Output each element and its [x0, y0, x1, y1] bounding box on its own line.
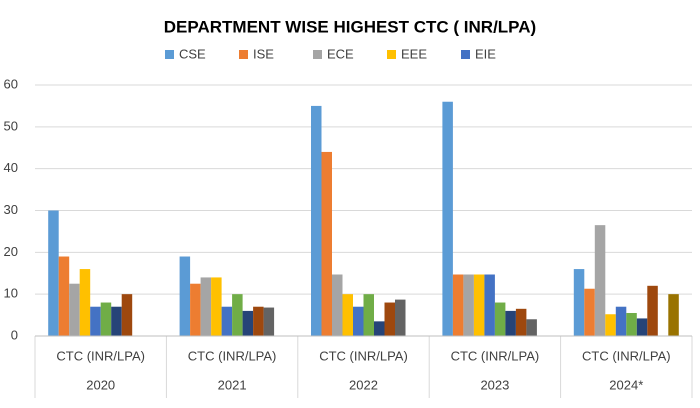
bar	[211, 277, 222, 336]
x-subcategory-label: CTC (INR/LPA)	[319, 348, 408, 363]
y-tick-label: 40	[4, 160, 18, 175]
bar	[594, 225, 606, 336]
bar	[200, 277, 212, 336]
y-tick-label: 50	[4, 118, 18, 133]
bar	[573, 269, 585, 336]
bar	[395, 299, 406, 336]
bar	[505, 310, 516, 336]
legend-label: ISE	[253, 46, 274, 61]
legend-swatch	[239, 50, 248, 59]
bar	[190, 283, 201, 336]
bar	[384, 302, 395, 336]
y-tick-label: 10	[4, 286, 18, 301]
bar	[353, 306, 364, 336]
bar	[363, 294, 374, 336]
bar	[58, 256, 70, 336]
y-tick-label: 0	[11, 327, 18, 342]
legend-label: CSE	[179, 46, 206, 61]
bar	[311, 105, 322, 337]
legend-label: EEE	[401, 46, 427, 61]
bar	[374, 321, 385, 336]
legend-label: ECE	[327, 46, 354, 61]
x-category-label: 2021	[218, 377, 247, 392]
bar	[636, 318, 648, 336]
bar	[242, 310, 254, 336]
legend-swatch	[461, 50, 470, 59]
x-subcategory-label: CTC (INR/LPA)	[56, 348, 145, 363]
bar	[442, 101, 453, 336]
x-category-label: 2023	[480, 377, 509, 392]
bar	[494, 302, 506, 336]
x-subcategory-label: CTC (INR/LPA)	[188, 348, 277, 363]
chart-title: DEPARTMENT WISE HIGHEST CTC ( INR/LPA)	[164, 17, 536, 36]
bar	[332, 274, 343, 336]
bar	[121, 294, 133, 336]
legend-label: EIE	[475, 46, 496, 61]
bar	[321, 151, 332, 336]
bar	[111, 306, 122, 336]
bar	[515, 308, 527, 336]
bar	[647, 285, 658, 336]
bar	[48, 210, 59, 336]
bar	[263, 307, 275, 336]
legend-swatch	[313, 50, 322, 59]
bar	[473, 274, 485, 336]
legend-swatch	[387, 50, 396, 59]
bar	[253, 306, 264, 336]
bar	[90, 306, 101, 336]
bar	[484, 274, 495, 336]
y-tick-label: 30	[4, 202, 18, 217]
bar	[69, 283, 80, 336]
bar	[232, 294, 243, 336]
bar	[526, 319, 537, 336]
bar	[452, 274, 464, 336]
bar	[615, 306, 627, 336]
x-category-label: 2022	[349, 377, 378, 392]
bar	[605, 314, 616, 336]
x-subcategory-label: CTC (INR/LPA)	[451, 348, 540, 363]
bar	[100, 302, 112, 336]
bar	[668, 294, 679, 336]
x-subcategory-label: CTC (INR/LPA)	[582, 348, 671, 363]
x-category-label: 2020	[86, 377, 115, 392]
bar	[221, 306, 233, 336]
bar	[179, 256, 191, 336]
bar	[79, 269, 91, 336]
bar	[463, 274, 474, 336]
bar	[342, 294, 353, 336]
legend-swatch	[165, 50, 174, 59]
y-tick-label: 20	[4, 244, 18, 259]
bar	[626, 312, 637, 336]
x-category-label: 2024*	[609, 377, 643, 392]
y-tick-label: 60	[4, 76, 18, 91]
bar	[584, 288, 595, 336]
